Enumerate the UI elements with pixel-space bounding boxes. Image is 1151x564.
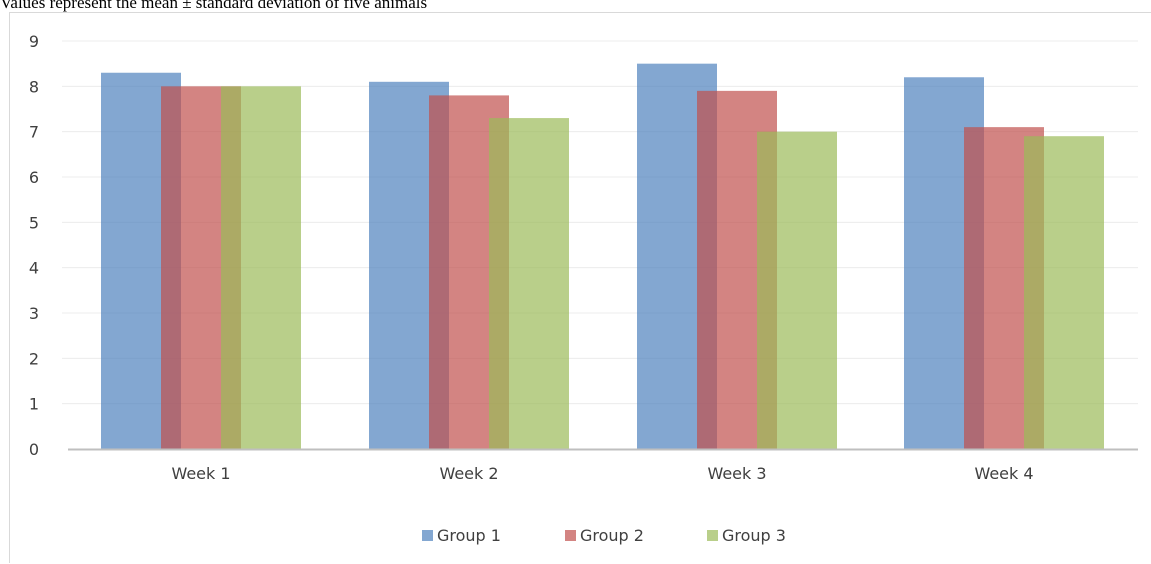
legend-label: Group 3 (722, 526, 786, 545)
legend-swatch (707, 530, 718, 541)
legend-item-group-3[interactable]: Group 3 (707, 526, 786, 545)
y-tick-label: 2 (29, 349, 39, 368)
y-tick-label: 4 (29, 259, 39, 278)
x-category-label: Week 1 (171, 464, 230, 483)
bar-group-3-week-3 (757, 131, 837, 449)
y-tick-label: 8 (29, 77, 39, 96)
legend-item-group-1[interactable]: Group 1 (422, 526, 501, 545)
legend-label: Group 1 (437, 526, 501, 545)
y-tick-label: 1 (29, 395, 39, 414)
legend-swatch (422, 530, 433, 541)
legend-label: Group 2 (580, 526, 644, 545)
bar-group-3-week-1 (221, 86, 301, 449)
bars (101, 63, 1104, 450)
y-axis-tick-labels: 0 1 2 3 4 5 6 7 8 9 (29, 32, 39, 459)
y-tick-label: 9 (29, 32, 39, 51)
bar-chart: 0 1 2 3 4 5 6 7 8 9 Week 1 Week 2 Week 3 Week 4 Grou… (29, 32, 1138, 545)
bar-group-3-week-4 (1024, 136, 1104, 449)
legend-item-group-2[interactable]: Group 2 (565, 526, 644, 545)
y-tick-label: 6 (29, 168, 39, 187)
x-category-label: Week 4 (974, 464, 1033, 483)
x-category-label: Week 2 (439, 464, 498, 483)
x-category-label: Week 3 (707, 464, 766, 483)
y-tick-label: 5 (29, 213, 39, 232)
y-tick-label: 0 (29, 440, 39, 459)
chart-area: 0 1 2 3 4 5 6 7 8 9 Week 1 Week 2 Week 3 Week 4 Grou… (9, 12, 1151, 563)
legend[interactable]: Group 1 Group 2 Group 3 (422, 526, 786, 545)
y-tick-label: 3 (29, 304, 39, 323)
x-axis-category-labels: Week 1 Week 2 Week 3 Week 4 (171, 464, 1033, 483)
figure-caption: Values represent the mean ± standard dev… (0, 0, 428, 12)
y-tick-label: 7 (29, 123, 39, 142)
bar-group-3-week-2 (489, 118, 569, 450)
legend-swatch (565, 530, 576, 541)
